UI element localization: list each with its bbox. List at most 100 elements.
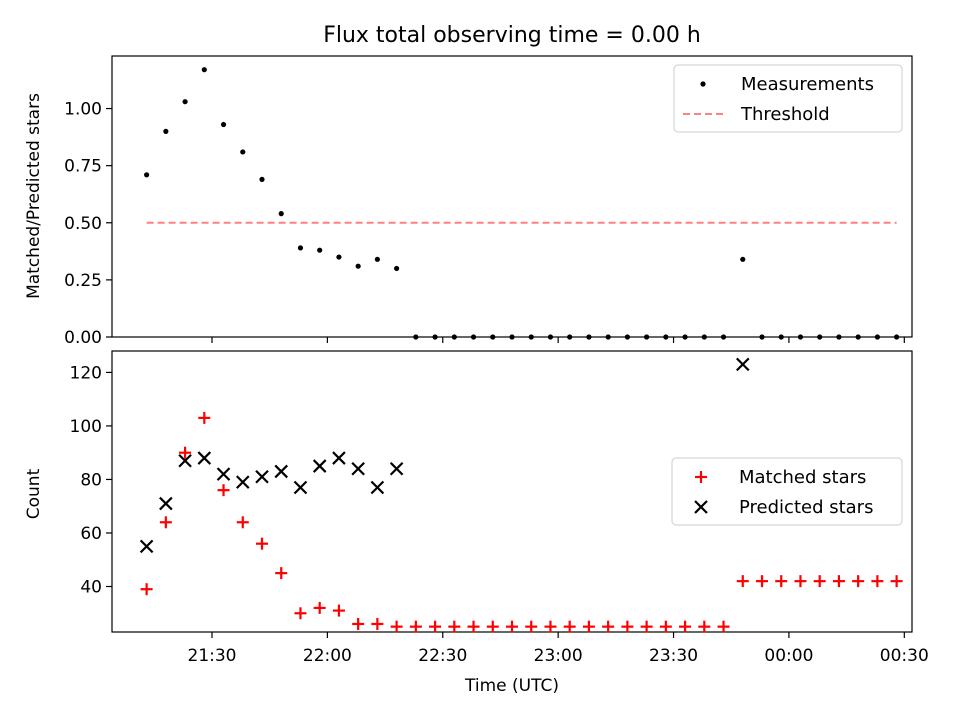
measurement-point [644,334,650,340]
measurement-point [490,334,496,340]
bottom-x-tick-label: 22:00 [303,646,352,666]
matched-stars-point [736,575,749,588]
matched-stars-point [890,575,903,588]
measurement-point [682,334,688,340]
bottom-y-tick-label: 40 [80,578,102,598]
measurement-point [144,172,150,178]
top-legend-box [673,64,903,133]
predicted-stars-point [139,539,154,554]
matched-stars-point [871,575,884,588]
predicted-stars-point [370,480,385,495]
legend-predicted-marker [694,500,708,514]
matched-stars-point [486,620,499,633]
predicted-stars-point [255,470,269,484]
matched-stars-point [140,583,153,596]
predicted-stars-point [389,461,404,476]
measurement-point [701,334,707,340]
top-y-tick-label: 0.50 [64,214,102,234]
measurement-point [259,176,265,182]
top-y-axis-label: Matched/Predicted stars [24,93,44,299]
measurement-point [567,334,573,340]
measurement-point [740,256,746,262]
predicted-stars-point [178,453,192,468]
measurement-point [163,128,169,134]
measurement-point [470,334,477,340]
bottom-x-tick-label: 23:00 [534,646,583,666]
legend-measurements-label: Measurements [741,74,874,95]
matched-stars-point [756,575,768,588]
measurement-point [413,334,419,340]
measurement-point [451,334,457,340]
matched-stars-point [409,620,422,633]
legend-matched-label: Matched stars [739,467,866,488]
legend-threshold-label: Threshold [740,104,830,125]
top-axis-ticks: 0.00 0.25 0.50 0.75 1.00 [64,100,905,348]
predicted-stars-point [159,496,173,511]
matched-stars-point [832,575,845,588]
matched-stars-point [390,620,403,633]
predicted-stars-point [216,467,231,481]
predicted-stars-point [293,480,308,495]
bottom-y-tick-label: 120 [70,363,102,383]
bottom-legend: Matched stars Predicted stars [671,457,903,526]
matched-stars-point [563,620,576,633]
matched-stars-point [275,567,288,580]
matched-stars-point [602,620,615,633]
figure-title: Flux total observing time = 0.00 h [323,23,701,48]
measurement-point [720,334,727,340]
matched-stars-point [313,601,326,614]
bottom-x-tick-label: 00:30 [880,646,929,666]
measurement-point [874,334,880,340]
measurement-point [817,334,823,340]
bottom-x-axis-label: Time (UTC) [464,676,559,696]
matched-stars-point [640,620,653,633]
measurement-point [894,334,900,340]
top-panel: 0.00 0.25 0.50 0.75 1.00 Matched/Predicted s… [24,55,913,348]
measurement-point [778,334,784,340]
bottom-axis-ticks: 40 60 80 100 120 21:30 22:00 22:30 23:00 23:30 00:… [70,363,929,666]
legend-matched-marker [695,471,707,483]
matched-stars-point [236,516,249,529]
bottom-x-tick-label: 21:30 [188,646,237,666]
matched-stars-point [179,446,192,459]
measurement-point [509,334,515,340]
top-y-tick-label: 1.00 [64,100,102,120]
top-y-tick-label: 0.75 [64,157,102,177]
measurement-point [278,211,284,217]
bottom-legend-box [671,457,903,526]
matched-stars-point [198,411,211,424]
bottom-x-tick-label: 23:30 [649,646,698,666]
top-legend: Measurements Threshold [673,64,903,133]
matched-stars-point [717,620,730,633]
measurement-point [836,334,842,340]
matched-stars-point [698,620,711,633]
matched-stars-point [352,617,365,630]
bottom-panel: 40 60 80 100 120 21:30 22:00 22:30 23:00 23:30 00:… [24,350,929,696]
matched-stars-point [506,620,518,633]
matched-stars-point [525,620,538,633]
measurement-point [336,254,342,260]
predicted-stars-point [735,357,750,372]
measurement-point [759,334,765,340]
matched-stars-point [294,607,307,620]
matched-stars-point [794,575,807,588]
bottom-y-tick-label: 80 [80,470,102,490]
top-y-tick-label: 0.25 [64,271,102,291]
matched-stars-point [332,604,345,617]
measurement-point [855,334,861,340]
measurement-point [394,265,400,272]
matched-stars-point [659,620,672,633]
legend-measurements-marker [700,81,706,87]
matched-stars-point [429,620,442,633]
matched-stars-point [256,537,268,550]
measurement-point [797,334,804,340]
matched-stars-point [813,575,826,588]
matched-stars-point [371,617,384,630]
measurement-point [547,334,554,340]
matched-stars-point [775,575,788,588]
predicted-stars-point [332,451,346,465]
matched-stars-point [217,484,230,497]
matched-stars-point [679,620,692,633]
matched-stars-point [448,620,461,633]
